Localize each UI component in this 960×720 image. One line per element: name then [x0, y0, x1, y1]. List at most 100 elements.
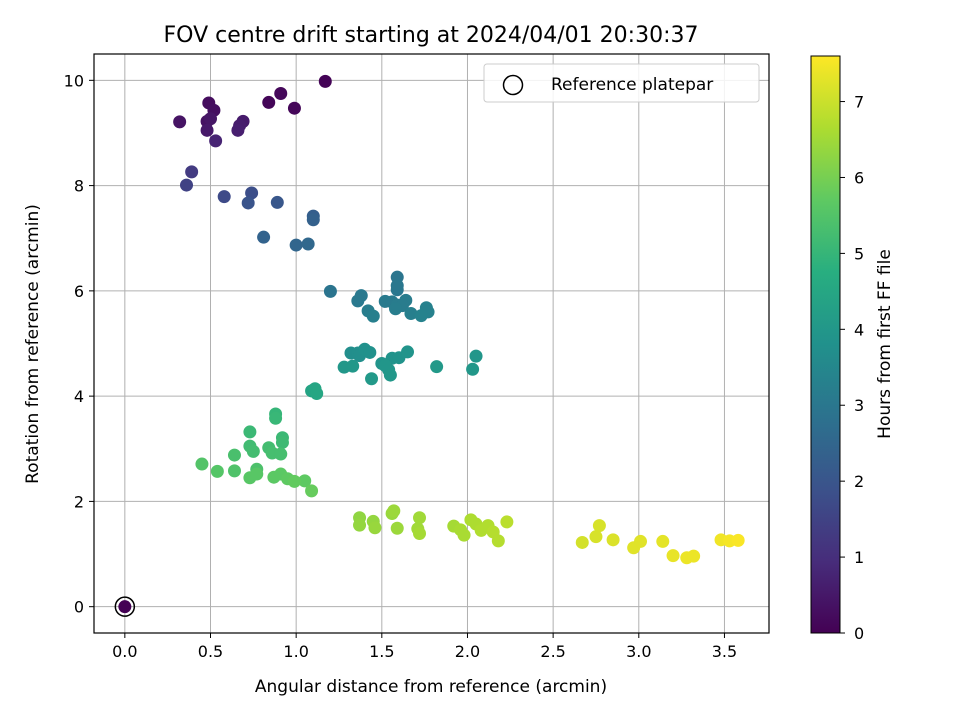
legend-box — [483, 63, 760, 103]
data-point — [469, 349, 483, 363]
data-point — [387, 504, 401, 518]
data-point — [634, 534, 648, 548]
scatter-points — [114, 74, 745, 617]
colorbar-tick-label: 7 — [854, 93, 864, 112]
y-tick-label: 4 — [74, 387, 84, 406]
data-point — [500, 515, 514, 529]
data-point — [346, 359, 360, 373]
x-axis-ticks: 0.0 0.5 1.0 1.5 2.0 2.5 3.0 3.5 — [112, 633, 737, 661]
data-point — [390, 283, 404, 297]
colorbar-tick-label: 6 — [854, 168, 864, 187]
colorbar-tick-label: 1 — [854, 548, 864, 567]
y-tick-label: 10 — [64, 71, 84, 90]
data-point — [245, 186, 259, 200]
data-point — [366, 309, 380, 323]
x-axis-label: Angular distance from reference (arcmin) — [255, 677, 607, 697]
data-point — [173, 115, 187, 129]
data-point — [118, 600, 132, 614]
data-point — [298, 474, 312, 488]
data-point — [227, 464, 241, 478]
data-point — [250, 467, 264, 481]
data-point — [666, 549, 680, 563]
legend-marker-icon — [502, 74, 524, 96]
data-point — [351, 294, 365, 308]
y-axis-label: Rotation from reference (arcmin) — [23, 204, 43, 484]
data-point — [180, 178, 194, 192]
data-point — [390, 521, 404, 535]
x-tick-label: 3.0 — [626, 642, 651, 661]
data-point — [195, 457, 209, 471]
data-point — [404, 306, 418, 320]
x-tick-label: 0.5 — [198, 642, 223, 661]
data-point — [203, 112, 217, 126]
data-point — [241, 196, 255, 210]
grid — [94, 54, 769, 633]
data-point — [318, 74, 332, 88]
data-point — [185, 165, 199, 179]
data-point — [274, 447, 288, 461]
x-tick-label: 1.5 — [369, 642, 394, 661]
data-point — [269, 411, 283, 425]
data-point — [306, 213, 320, 227]
y-tick-label: 2 — [74, 492, 84, 511]
x-tick-label: 2.0 — [455, 642, 480, 661]
x-tick-label: 0.0 — [112, 642, 137, 661]
colorbar-tick-label: 5 — [854, 244, 864, 263]
colorbar-gradient — [810, 55, 841, 634]
x-tick-label: 2.5 — [540, 642, 565, 661]
colorbar: 0 1 2 3 4 5 6 7 Hours from first FF file — [810, 55, 895, 643]
colorbar-tick-label: 2 — [854, 472, 864, 491]
data-point — [274, 86, 288, 100]
data-point — [301, 237, 315, 251]
x-tick-label: 1.0 — [283, 642, 308, 661]
data-point — [246, 444, 260, 458]
colorbar-tick-label: 3 — [854, 396, 864, 415]
data-point — [353, 518, 367, 532]
x-tick-label: 3.5 — [712, 642, 737, 661]
legend-entry-reference: Reference platepar — [551, 75, 713, 95]
legend: Reference platepar — [483, 63, 760, 103]
data-point — [401, 345, 415, 359]
data-point — [231, 123, 245, 137]
colorbar-tick-label: 4 — [854, 320, 864, 339]
data-point — [731, 533, 745, 547]
data-point — [243, 425, 257, 439]
data-point — [287, 474, 301, 488]
y-tick-label: 8 — [74, 177, 84, 196]
data-point — [430, 360, 444, 374]
data-point — [592, 519, 606, 533]
data-point — [457, 528, 471, 542]
data-point — [257, 230, 271, 244]
data-point — [289, 238, 303, 252]
data-point — [413, 527, 427, 541]
data-point — [575, 535, 589, 549]
data-point — [209, 134, 223, 148]
data-point — [310, 387, 324, 401]
data-point — [227, 448, 241, 462]
data-point — [383, 368, 397, 382]
data-point — [262, 95, 276, 109]
data-point — [287, 101, 301, 115]
data-point — [305, 484, 319, 498]
reference-marker — [114, 596, 136, 617]
data-point — [275, 435, 289, 449]
data-point — [363, 345, 377, 359]
data-point — [491, 534, 505, 548]
data-point — [200, 123, 214, 137]
data-point — [687, 549, 701, 563]
plot-frame — [93, 53, 770, 634]
data-point — [414, 309, 428, 323]
data-point — [589, 530, 603, 544]
data-point — [606, 533, 620, 547]
data-point — [466, 362, 480, 376]
data-point — [368, 521, 382, 535]
data-point — [270, 195, 284, 209]
y-tick-label: 0 — [74, 598, 84, 617]
colorbar-tick-label: 0 — [854, 624, 864, 643]
data-point — [323, 284, 337, 298]
y-tick-label: 6 — [74, 282, 84, 301]
chart-title: FOV centre drift starting at 2024/04/01 … — [164, 23, 699, 48]
data-point — [413, 511, 427, 525]
colorbar-label: Hours from first FF file — [875, 249, 895, 439]
